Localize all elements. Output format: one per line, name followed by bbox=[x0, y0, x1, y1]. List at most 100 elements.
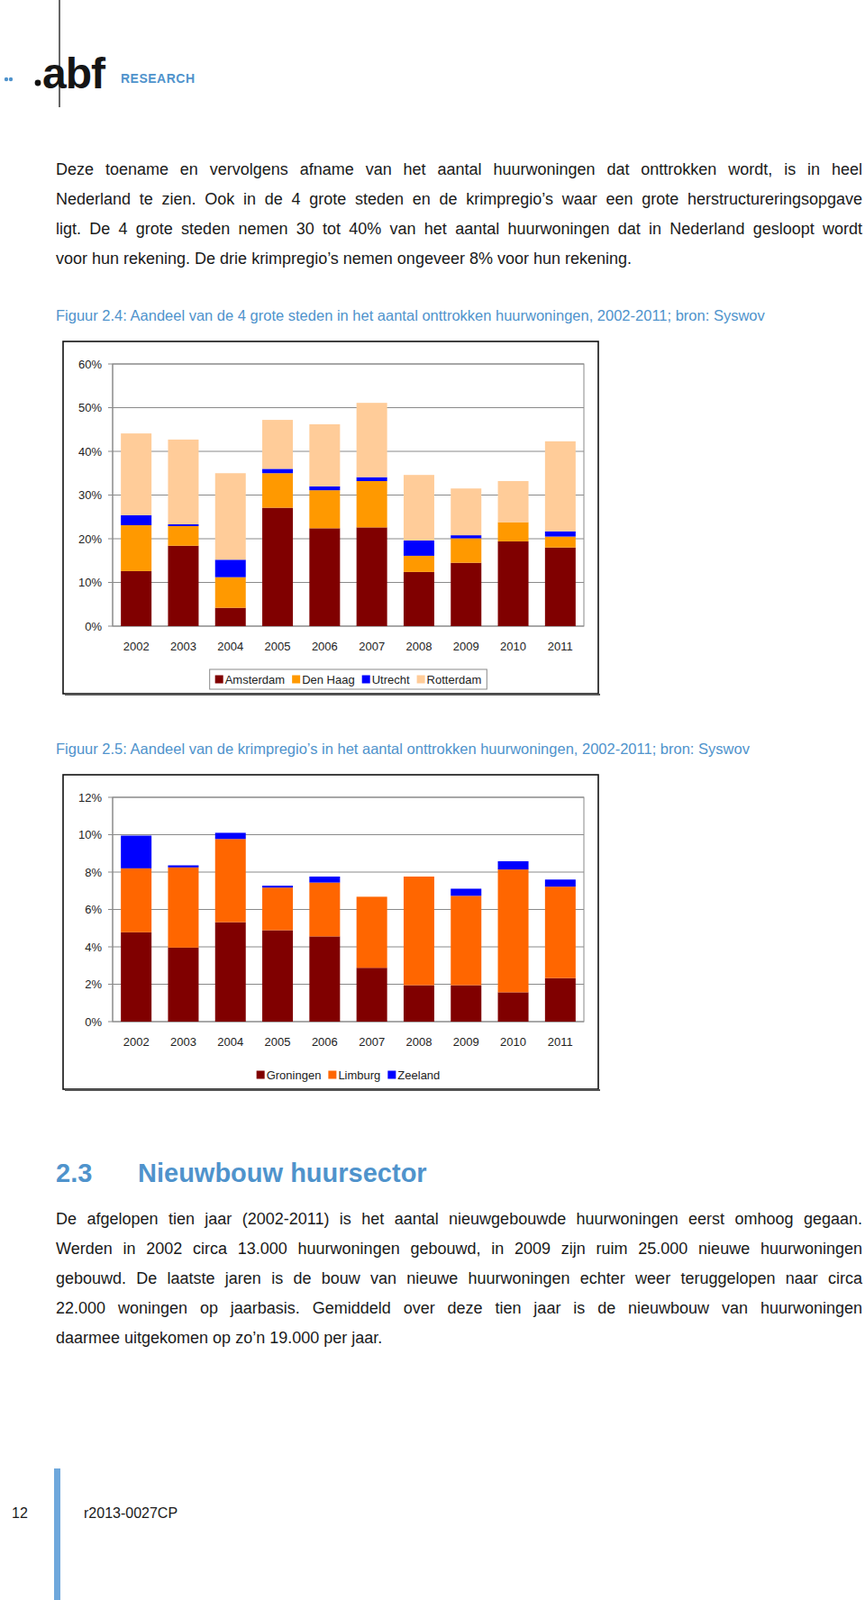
legend-label: Groningen bbox=[266, 1068, 322, 1083]
legend-label: Amsterdam bbox=[225, 673, 285, 687]
x-tick-label: 2006 bbox=[311, 1035, 338, 1049]
bar bbox=[215, 838, 246, 922]
legend-label: Den Haag bbox=[301, 673, 356, 687]
bar bbox=[120, 433, 152, 516]
bar bbox=[498, 481, 529, 523]
y-tick-label: 6% bbox=[84, 902, 102, 917]
bar bbox=[120, 515, 152, 526]
chart: 0%2%4%6%8%10%12%200220032004200520062007… bbox=[62, 773, 601, 1092]
bar bbox=[309, 424, 340, 487]
x-tick-label: 2002 bbox=[123, 1035, 150, 1049]
grid-line bbox=[112, 364, 584, 365]
x-tick-label: 2010 bbox=[500, 1035, 527, 1049]
chart: 0%10%20%30%40%50%60%20022003200420052006… bbox=[62, 340, 601, 696]
y-tick-label: 20% bbox=[78, 532, 102, 547]
footer-bar bbox=[54, 1468, 61, 1600]
text-line: gebouwd. De laatste jaren is de bouw van… bbox=[55, 1269, 863, 1289]
bar bbox=[356, 896, 388, 968]
y-tick-label: 40% bbox=[78, 445, 102, 459]
bar bbox=[167, 867, 199, 948]
bar bbox=[545, 547, 576, 627]
tick-mark bbox=[108, 494, 113, 496]
y-tick-label: 60% bbox=[78, 357, 102, 372]
bar bbox=[403, 875, 435, 877]
legend-swatch bbox=[387, 1071, 396, 1080]
bar bbox=[167, 865, 199, 868]
tick-mark bbox=[108, 582, 113, 583]
x-tick-label: 2008 bbox=[405, 639, 432, 654]
bar bbox=[403, 876, 435, 986]
x-tick-label: 2009 bbox=[453, 639, 480, 654]
figure-caption: Figuur 2.5: Aandeel van de krimpregio’s … bbox=[55, 740, 750, 758]
logo: abfRESEARCH bbox=[0, 0, 199, 110]
tick-mark bbox=[108, 983, 113, 985]
bar bbox=[450, 985, 482, 1022]
legend: GroningenLimburgZeeland bbox=[256, 1068, 441, 1083]
tick-mark bbox=[108, 872, 113, 874]
chart-shadow bbox=[64, 693, 601, 696]
bar bbox=[215, 922, 246, 1022]
bar bbox=[262, 930, 293, 1022]
legend-swatch bbox=[291, 675, 301, 684]
bar bbox=[403, 540, 435, 556]
bar bbox=[450, 538, 482, 564]
y-tick-label: 50% bbox=[78, 400, 102, 415]
bar bbox=[167, 947, 199, 1022]
text-line: daarmee uitgekomen op zo’n 19.000 per ja… bbox=[55, 1329, 863, 1348]
legend: AmsterdamDen HaagUtrechtRotterdam bbox=[215, 673, 483, 687]
x-tick-label: 2005 bbox=[264, 1035, 292, 1049]
bar bbox=[403, 572, 435, 627]
bar bbox=[309, 936, 340, 1022]
grid-line bbox=[112, 834, 584, 836]
x-tick-label: 2003 bbox=[170, 1035, 197, 1049]
bar bbox=[215, 832, 246, 839]
text-line: Nederland te zien. Ook in de 4 grote ste… bbox=[55, 190, 863, 210]
bar bbox=[356, 967, 388, 1022]
bar bbox=[498, 522, 529, 542]
bars bbox=[120, 402, 576, 627]
bar bbox=[309, 490, 340, 529]
bar bbox=[120, 868, 152, 933]
y-tick-label: 30% bbox=[78, 488, 102, 502]
bar bbox=[545, 978, 576, 1022]
bar bbox=[450, 895, 482, 985]
bar bbox=[498, 541, 529, 627]
bar bbox=[545, 886, 576, 978]
tick-mark bbox=[108, 451, 113, 453]
x-tick-label: 2007 bbox=[358, 1035, 385, 1049]
logo-dot bbox=[4, 77, 9, 82]
bar bbox=[309, 876, 340, 884]
bar bbox=[215, 608, 246, 627]
bar bbox=[498, 992, 529, 1022]
y-axis bbox=[112, 797, 114, 1022]
y-tick-label: 12% bbox=[78, 791, 102, 805]
y-tick-label: 4% bbox=[84, 940, 102, 955]
bar bbox=[356, 402, 388, 477]
bar bbox=[356, 481, 388, 528]
legend-swatch bbox=[215, 675, 224, 684]
legend-label: Rotterdam bbox=[427, 673, 483, 687]
x-tick-label: 2002 bbox=[123, 639, 150, 654]
legend-swatch bbox=[327, 1071, 337, 1080]
bar bbox=[545, 531, 576, 538]
logo-dot bbox=[35, 80, 42, 87]
y-tick-label: 10% bbox=[78, 828, 102, 842]
bar bbox=[262, 887, 293, 930]
text-line: 22.000 woningen op jaarbasis. Gemiddeld … bbox=[55, 1299, 863, 1319]
bar bbox=[120, 836, 152, 869]
text-line: ligt. De 4 grote steden nemen 30 tot 40%… bbox=[55, 219, 863, 239]
bar bbox=[215, 473, 246, 560]
bar bbox=[309, 883, 340, 938]
report-code: r2013-0027CP bbox=[83, 1505, 178, 1522]
x-tick-label: 2008 bbox=[405, 1035, 432, 1049]
x-tick-label: 2011 bbox=[547, 639, 574, 654]
chart-shadow bbox=[64, 1089, 601, 1092]
bar bbox=[403, 474, 435, 541]
logo-box: abfRESEARCH bbox=[0, 0, 199, 114]
legend-swatch bbox=[362, 675, 371, 684]
bar bbox=[403, 985, 435, 1022]
section-number: 2.3 bbox=[55, 1158, 92, 1189]
bar bbox=[403, 555, 435, 573]
chart-frame bbox=[63, 774, 599, 1090]
bar bbox=[498, 869, 529, 993]
